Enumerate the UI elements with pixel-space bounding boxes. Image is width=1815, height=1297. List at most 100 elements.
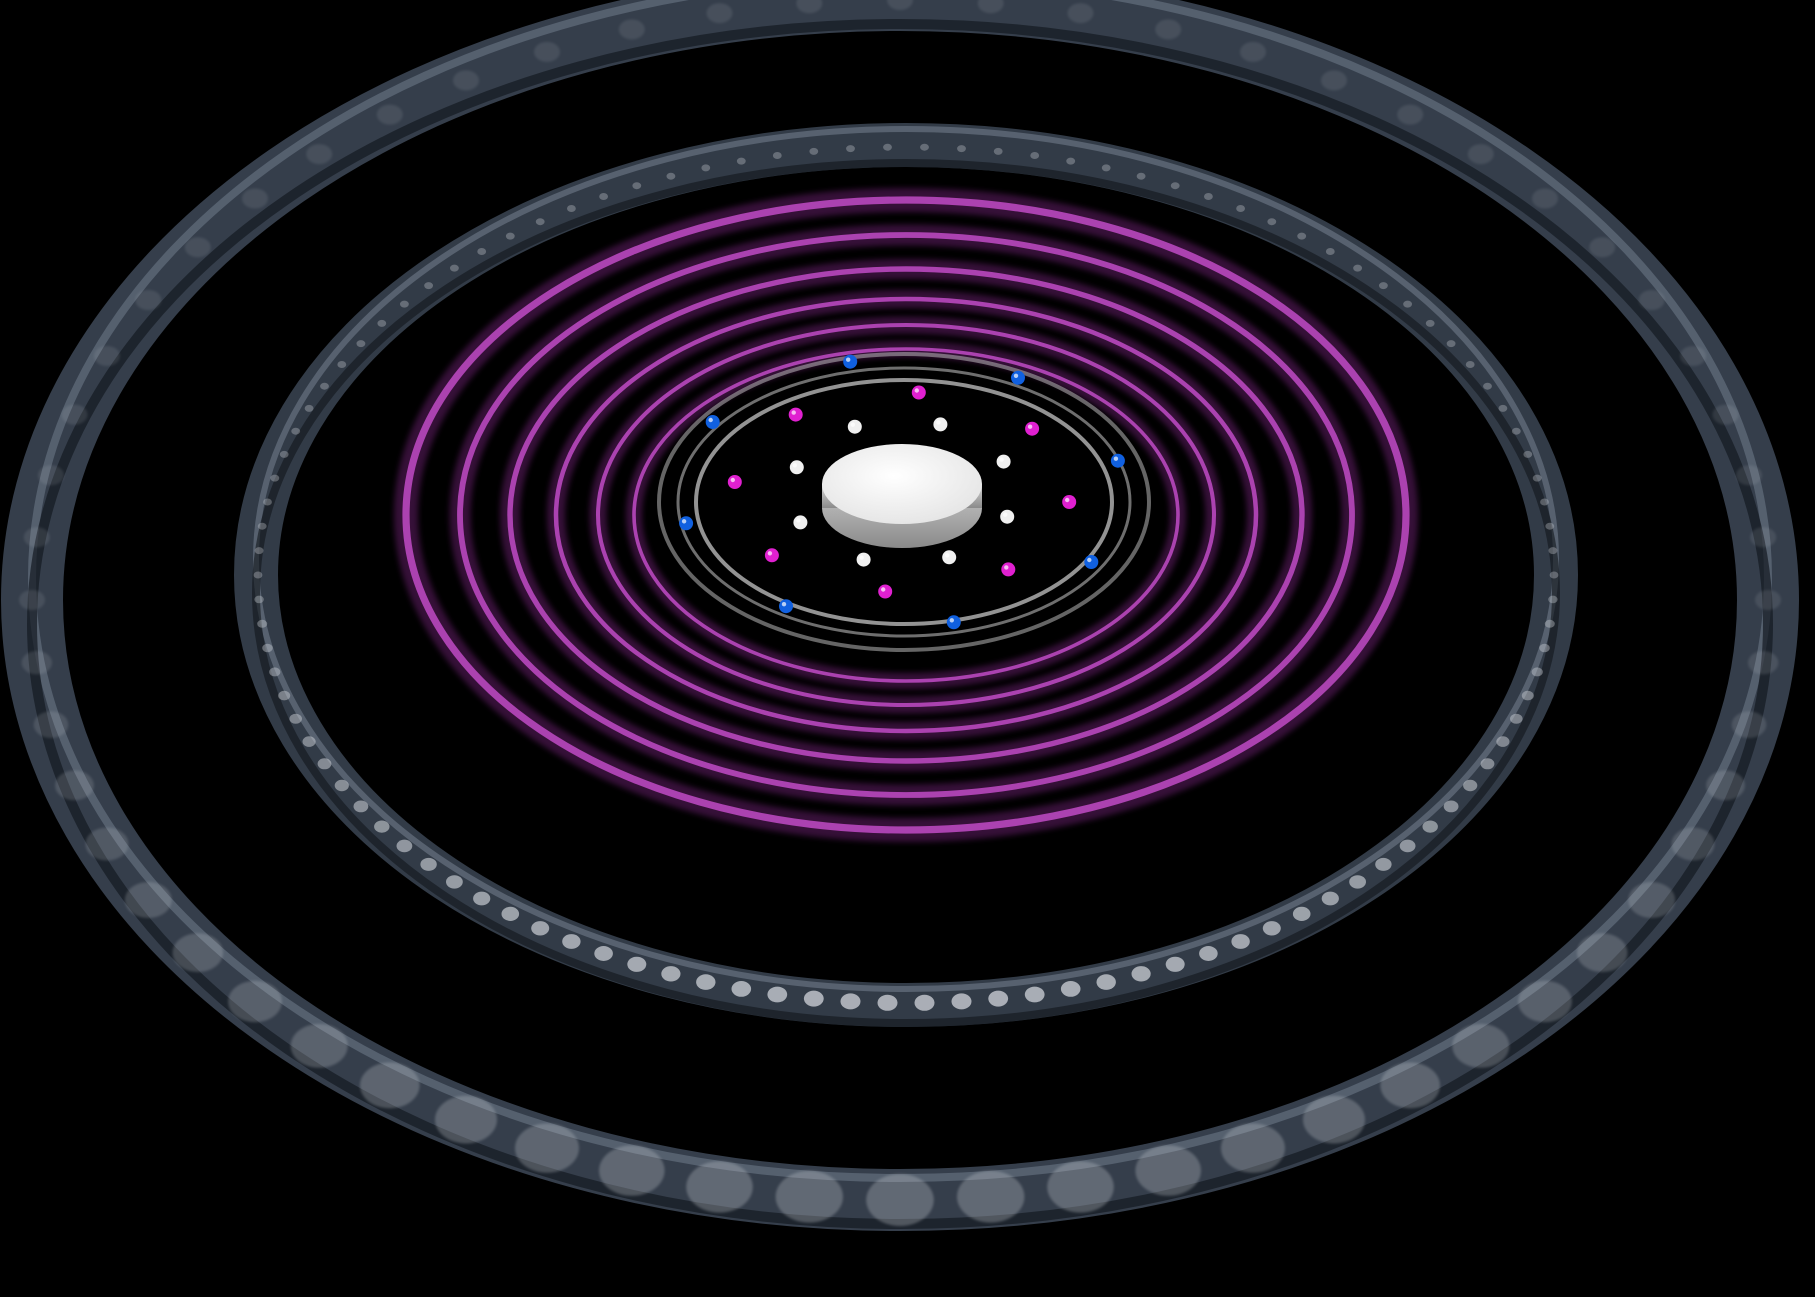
middle-tube-dot [1544, 619, 1555, 628]
outer-tube-dot [1706, 770, 1745, 801]
middle-tube-dot [1446, 340, 1456, 348]
middle-tube-dot [1379, 282, 1388, 290]
purple-glow-rings [394, 188, 1418, 842]
outer-tube-dot [1638, 290, 1665, 310]
middle-tube-dot [1540, 498, 1549, 506]
middle-tube-dot [767, 986, 788, 1003]
middle-tube-dot [809, 147, 819, 155]
middle-tube-dot [477, 248, 487, 255]
outer-tube-dot [1452, 1024, 1510, 1068]
magenta-particle-highlight [1027, 424, 1033, 429]
middle-tube-dot [696, 974, 716, 990]
middle-tube-dot [1321, 891, 1339, 906]
middle-tube-dot [1030, 152, 1040, 159]
blue-particle-highlight [781, 602, 787, 607]
outer-tube-dot [33, 711, 69, 738]
magenta-particle-highlight [730, 477, 735, 483]
outer-tube-dot [1628, 882, 1676, 918]
middle-tube-dot [450, 264, 459, 272]
middle-tube-dot [334, 779, 349, 792]
middle-tube-dot [1231, 934, 1250, 949]
middle-tube-dot [599, 193, 608, 200]
outer-tube-dot [453, 70, 479, 91]
outer-tube-dot [306, 144, 333, 165]
middle-tube-dot [263, 498, 272, 506]
outer-tube-dot [1518, 980, 1572, 1023]
middle-tube-dot [1060, 981, 1081, 997]
middle-tube-dot [257, 522, 267, 530]
middle-tube-dot [1511, 427, 1521, 435]
white-particle [1000, 509, 1015, 524]
middle-tube-dot [1024, 986, 1045, 1003]
outer-tube-dot [23, 527, 50, 548]
outer-tube-dot [1380, 1062, 1440, 1109]
outer-tube-dot [1577, 933, 1628, 973]
magenta-particle [1001, 562, 1016, 577]
middle-tube-dot [846, 145, 855, 153]
magenta-particle [878, 584, 893, 599]
blue-particle [679, 516, 694, 531]
outer-tube-dot [534, 41, 560, 62]
middle-tube-dot [531, 921, 550, 936]
blue-particle-highlight [846, 357, 851, 362]
middle-tube-dot [1480, 758, 1495, 770]
glow-ring [457, 232, 1355, 798]
white-particle-highlight [999, 457, 1004, 462]
middle-tube-dot [473, 891, 491, 906]
outer-tube-dot [1155, 19, 1182, 40]
outer-tube-dot [1135, 1145, 1201, 1196]
middle-tube-dot [1101, 164, 1111, 172]
middle-tube-dot [920, 143, 929, 151]
middle-tube-dot [1165, 956, 1185, 972]
white-particle [996, 454, 1011, 469]
middle-tube-dot [1548, 547, 1558, 555]
blue-particle [1110, 453, 1125, 468]
middle-tube-dot [535, 218, 545, 226]
white-particle [789, 460, 804, 475]
outer-tube-dot [1303, 1095, 1365, 1144]
middle-tube-dot [1498, 404, 1508, 412]
outer-tube-dot [515, 1123, 579, 1173]
outer-tube-dot [1067, 3, 1094, 24]
outer-tube-dot [172, 933, 223, 973]
middle-tube-dot [1523, 450, 1533, 458]
outer-tube-dot [1321, 70, 1347, 91]
middle-tube-dot [1422, 820, 1438, 833]
particles [679, 354, 1125, 630]
middle-tube-dot [1521, 690, 1534, 701]
middle-tube-ring [234, 123, 1578, 1027]
magenta-particle [1025, 421, 1040, 436]
outer-tube-dot [184, 237, 211, 258]
outer-tube-dot [94, 346, 120, 366]
middle-tube-dot [270, 474, 280, 482]
middle-tube-dot [253, 571, 263, 579]
middle-tube-dot [254, 595, 264, 604]
outer-tube-dot [376, 104, 403, 125]
glow-ring [402, 196, 1410, 834]
middle-tube-dot [1136, 172, 1146, 180]
outer-tube-dot [1532, 188, 1558, 209]
outer-tube-dot [977, 0, 1004, 14]
outer-tube-dot [1397, 104, 1424, 125]
middle-tube-dot [1465, 361, 1475, 368]
outer-tube-dot [1712, 404, 1739, 425]
outer-tube-dot [599, 1145, 665, 1196]
glow-ring [632, 347, 1180, 683]
middle-tube-dots [253, 143, 1559, 1011]
white-particle-highlight [945, 553, 950, 558]
middle-tube-dot [772, 152, 782, 159]
middle-tube-dot [278, 690, 291, 701]
middle-tube-dot [289, 713, 303, 724]
blue-particle-highlight [681, 519, 687, 524]
middle-tube-dot [632, 182, 642, 190]
middle-tube-dot [377, 319, 387, 327]
outer-tube-dot [85, 827, 129, 861]
magenta-particle-highlight [767, 551, 773, 556]
middle-tube-dot [701, 164, 711, 172]
middle-tube-dot [661, 966, 681, 982]
glow-ring [553, 296, 1259, 734]
middle-tube-dot [279, 450, 289, 458]
white-particle-highlight [859, 555, 864, 560]
middle-tube-dot [1292, 906, 1311, 922]
outer-tube-dot [1047, 1161, 1114, 1213]
